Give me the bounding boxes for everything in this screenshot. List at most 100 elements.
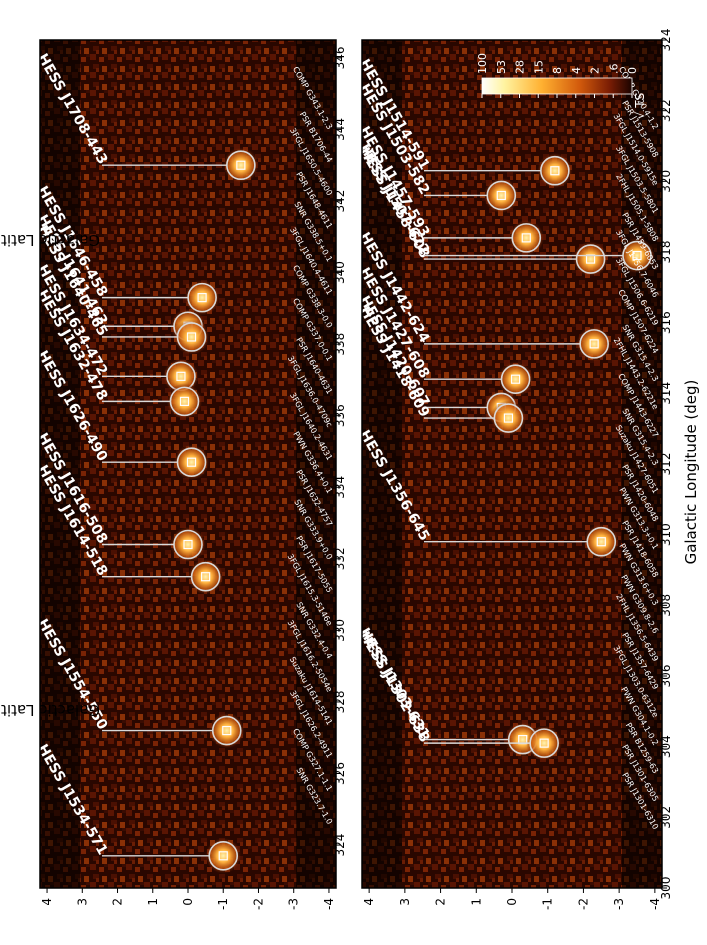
source-marker — [201, 572, 211, 582]
colorbar-title: √ TS — [633, 93, 647, 119]
y-tick-label: -1 — [541, 898, 555, 910]
axis-titles: Galactic Longitude (deg) Galactic Latitu… — [0, 231, 700, 719]
source-marker — [503, 413, 514, 423]
emission-blob — [490, 400, 527, 437]
x-tick-label: 326 — [333, 762, 347, 785]
source-marker — [510, 374, 521, 384]
x-tick-label: 324 — [659, 29, 673, 52]
x-tick-label: 346 — [333, 46, 347, 69]
survey-edge-left — [40, 40, 80, 888]
x-tick-label: 316 — [659, 311, 673, 334]
emission-blob — [208, 712, 245, 749]
survey-edge-right — [296, 40, 336, 888]
x-tick-label: 322 — [659, 99, 673, 122]
source-marker — [197, 293, 207, 303]
source-marker — [179, 396, 190, 406]
emission-blob — [508, 219, 545, 256]
emission-blob — [483, 177, 520, 214]
source-marker — [176, 371, 186, 381]
colorbar-tick-label: 15 — [532, 60, 545, 74]
emission-blob — [170, 526, 206, 563]
emission-blob — [572, 241, 609, 278]
source-marker — [183, 539, 193, 550]
colorbar-tick-label: 53 — [495, 60, 508, 74]
x-tick-label: 332 — [333, 547, 347, 570]
source-marker — [222, 725, 232, 736]
survey-edge-right — [622, 40, 662, 888]
y-tick-label: -3 — [612, 898, 626, 910]
source-marker — [496, 190, 506, 201]
y-tick-label: 1 — [146, 898, 160, 906]
x-tick-label: 312 — [659, 453, 673, 476]
y-axis-title-lower: Galactic Latitude (deg) — [0, 701, 100, 719]
x-tick-label: 324 — [333, 834, 347, 857]
y-tick-label: -3 — [287, 898, 301, 910]
y-tick-label: 3 — [398, 898, 412, 906]
emission-blob — [173, 318, 210, 355]
colorbar-gradient — [481, 77, 633, 95]
colorbar-tick-label: 0 — [626, 67, 639, 74]
x-tick-label: 306 — [659, 665, 673, 688]
colorbar-tick-label: 100 — [476, 53, 489, 74]
y-tick-label: 4 — [40, 898, 54, 906]
y-tick-label: 1 — [469, 898, 483, 906]
source-marker — [236, 160, 246, 170]
colorbar-tick-label: 2 — [589, 67, 602, 74]
x-tick-label: 338 — [333, 333, 347, 356]
x-tick-label: 344 — [333, 118, 347, 141]
emission-blob — [173, 444, 210, 481]
emission-blob — [222, 147, 259, 184]
x-tick-label: 336 — [333, 404, 347, 427]
y-tick-label: -4 — [648, 898, 662, 910]
x-tick-label: 340 — [333, 261, 347, 284]
x-tick-label: 334 — [333, 476, 347, 499]
emission-blob — [205, 837, 242, 874]
x-tick-label: 318 — [659, 241, 673, 264]
emission-blob — [187, 558, 224, 595]
y-axis-title-upper: Galactic Latitude (deg) — [0, 231, 100, 249]
source-marker — [186, 457, 197, 467]
x-tick-label: 308 — [659, 594, 673, 617]
y-tick-label: 4 — [362, 898, 376, 906]
emission-blob — [166, 383, 203, 420]
y-tick-label: -2 — [251, 898, 265, 910]
emission-blob — [583, 523, 620, 560]
x-tick-label: 300 — [659, 877, 673, 900]
x-tick-label: 320 — [659, 170, 673, 193]
x-tick-label: 314 — [659, 382, 673, 405]
y-tick-label: 2 — [434, 898, 448, 906]
x-tick-label: 302 — [659, 806, 673, 829]
x-axis-title: Galactic Longitude (deg) — [682, 380, 700, 565]
emission-blob — [526, 725, 563, 762]
source-marker — [521, 233, 531, 243]
x-tick-label: 342 — [333, 190, 347, 213]
source-marker — [596, 537, 606, 547]
colorbar-tick-label: 28 — [514, 60, 527, 74]
y-tick-label: 0 — [505, 898, 519, 906]
source-marker — [539, 738, 549, 748]
y-tick-label: 2 — [111, 898, 125, 906]
emission-blob — [576, 325, 613, 362]
y-tick-label: -4 — [322, 898, 336, 910]
source-marker — [589, 339, 599, 349]
colorbar: 100 53 28 15 8 4 2 .6 0 √ TS — [476, 53, 647, 119]
emission-blob — [619, 237, 655, 274]
x-tick-label: 330 — [333, 619, 347, 642]
y-tick-label: -2 — [576, 898, 590, 910]
x-tick-label: 310 — [659, 523, 673, 546]
x-tick-label: 328 — [333, 690, 347, 713]
survey-edge-left — [362, 40, 402, 888]
y-tick-label: 0 — [181, 898, 195, 906]
source-marker — [186, 332, 197, 342]
colorbar-tick-label: 8 — [551, 67, 564, 74]
emission-blob — [536, 152, 573, 189]
source-marker — [550, 166, 560, 176]
colorbar-tick-label: 4 — [570, 67, 583, 74]
emission-blob — [184, 279, 221, 316]
y-tick-label: -1 — [216, 898, 230, 910]
y-tick-label: 3 — [75, 898, 89, 906]
colorbar-tick-label: .6 — [607, 64, 620, 75]
